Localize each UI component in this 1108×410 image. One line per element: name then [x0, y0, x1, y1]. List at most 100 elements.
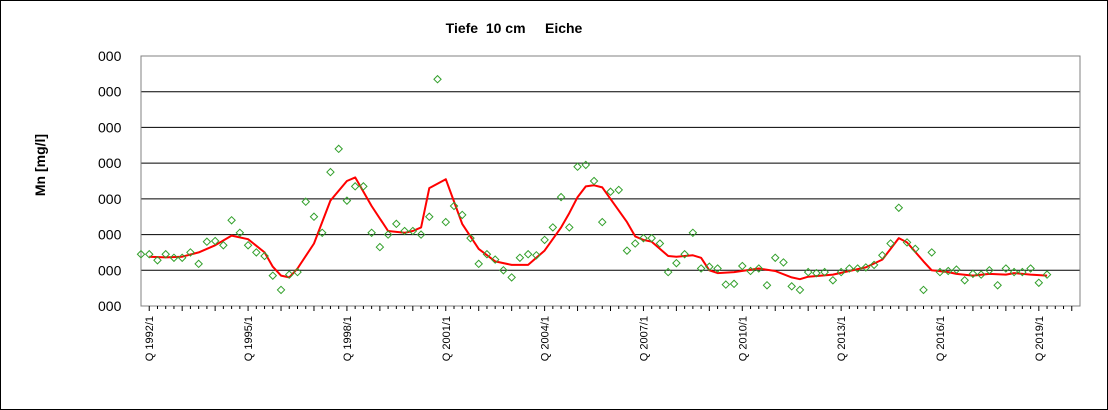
data-point [737, 261, 747, 271]
y-tick-label: 000 [98, 84, 122, 100]
data-point [655, 239, 665, 248]
data-point [317, 228, 327, 238]
data-point [894, 203, 904, 213]
data-point [795, 285, 805, 295]
data-point [202, 237, 212, 247]
data-point [828, 275, 838, 285]
data-point [342, 196, 352, 205]
data-point [985, 265, 994, 275]
data-point [227, 215, 236, 225]
data-point [688, 228, 698, 238]
data-point [1042, 270, 1052, 279]
y-tick-label: 000 [98, 155, 122, 171]
data-point [803, 267, 813, 277]
data-point [169, 253, 179, 263]
data-point [252, 248, 261, 257]
data-point [532, 250, 541, 260]
data-point [878, 250, 887, 260]
plot-area [140, 55, 1081, 307]
data-point [474, 259, 484, 269]
data-point [367, 228, 376, 238]
data-point [515, 253, 525, 263]
data-point [441, 217, 451, 227]
x-tick-label: Q 2019/1 [1034, 316, 1046, 361]
y-tick-label: 000 [98, 262, 122, 278]
data-point [424, 212, 434, 222]
y-tick-label: 000 [98, 191, 122, 207]
x-tick-label: Q 2016/1 [935, 316, 947, 361]
x-tick-label: Q 1995/1 [243, 316, 255, 361]
data-point [210, 236, 220, 246]
data-point [548, 223, 558, 232]
data-point [194, 259, 203, 269]
data-point [960, 275, 969, 285]
data-point [457, 210, 467, 220]
series-lines [149, 176, 1048, 281]
data-point [614, 185, 624, 195]
data-point [375, 242, 385, 252]
data-point [466, 233, 475, 243]
data-point [861, 263, 871, 272]
data-point [787, 282, 797, 291]
data-point [326, 167, 335, 177]
x-tick-label: Q 1998/1 [342, 316, 354, 361]
y-tick-label: 000 [98, 119, 122, 135]
x-tick-label: Q 2004/1 [540, 316, 552, 361]
data-point [680, 249, 689, 259]
x-tick-label: Q 2013/1 [836, 316, 848, 361]
data-point [853, 264, 862, 273]
chart-title: Tiefe 10 cm Eiche [445, 20, 583, 36]
data-point [268, 271, 278, 280]
data-point [952, 265, 961, 274]
data-point [812, 268, 821, 278]
data-point [540, 235, 549, 245]
data-point [334, 144, 343, 154]
x-axis-ticks: Q 1992/1 Q 1995/1 Q 1998/1 Q 2001/1 Q 2004/1… [144, 306, 1073, 361]
data-point [993, 280, 1002, 290]
data-point [927, 248, 937, 257]
data-point [721, 280, 731, 289]
data-point [136, 249, 146, 259]
data-point [1009, 267, 1019, 277]
data-point [400, 226, 409, 236]
data-point [490, 255, 500, 264]
data-point [392, 219, 401, 229]
data-point [705, 262, 714, 272]
data-point [647, 233, 656, 243]
series-markers [136, 74, 1052, 295]
data-point [672, 258, 681, 268]
data-point [622, 246, 632, 255]
data-point [416, 230, 426, 239]
data-point [573, 162, 582, 172]
x-tick-label: Q 1992/1 [144, 316, 156, 361]
y-tick-label: 000 [98, 227, 122, 243]
data-point [243, 240, 253, 250]
data-point [359, 182, 368, 191]
data-point [976, 270, 986, 279]
data-point [276, 285, 286, 295]
y-tick-labels: 000 000 000 000 000 000 000 000 [98, 48, 122, 314]
data-point [779, 258, 788, 267]
data-point [408, 226, 418, 236]
data-point [565, 223, 574, 232]
data-point [186, 248, 195, 257]
data-point [153, 255, 162, 265]
data-point [597, 217, 607, 227]
data-point [383, 230, 393, 239]
y-tick-label: 000 [98, 298, 122, 314]
data-point [260, 251, 269, 261]
data-point [746, 266, 755, 276]
data-point [845, 264, 854, 273]
data-point [433, 74, 442, 84]
data-point [581, 160, 591, 170]
data-point [235, 228, 245, 238]
data-point [177, 253, 187, 263]
data-point [836, 267, 846, 277]
data-point [309, 212, 319, 222]
data-point [869, 260, 879, 270]
data-point [350, 182, 360, 191]
data-point [556, 192, 566, 202]
data-point [713, 264, 722, 273]
